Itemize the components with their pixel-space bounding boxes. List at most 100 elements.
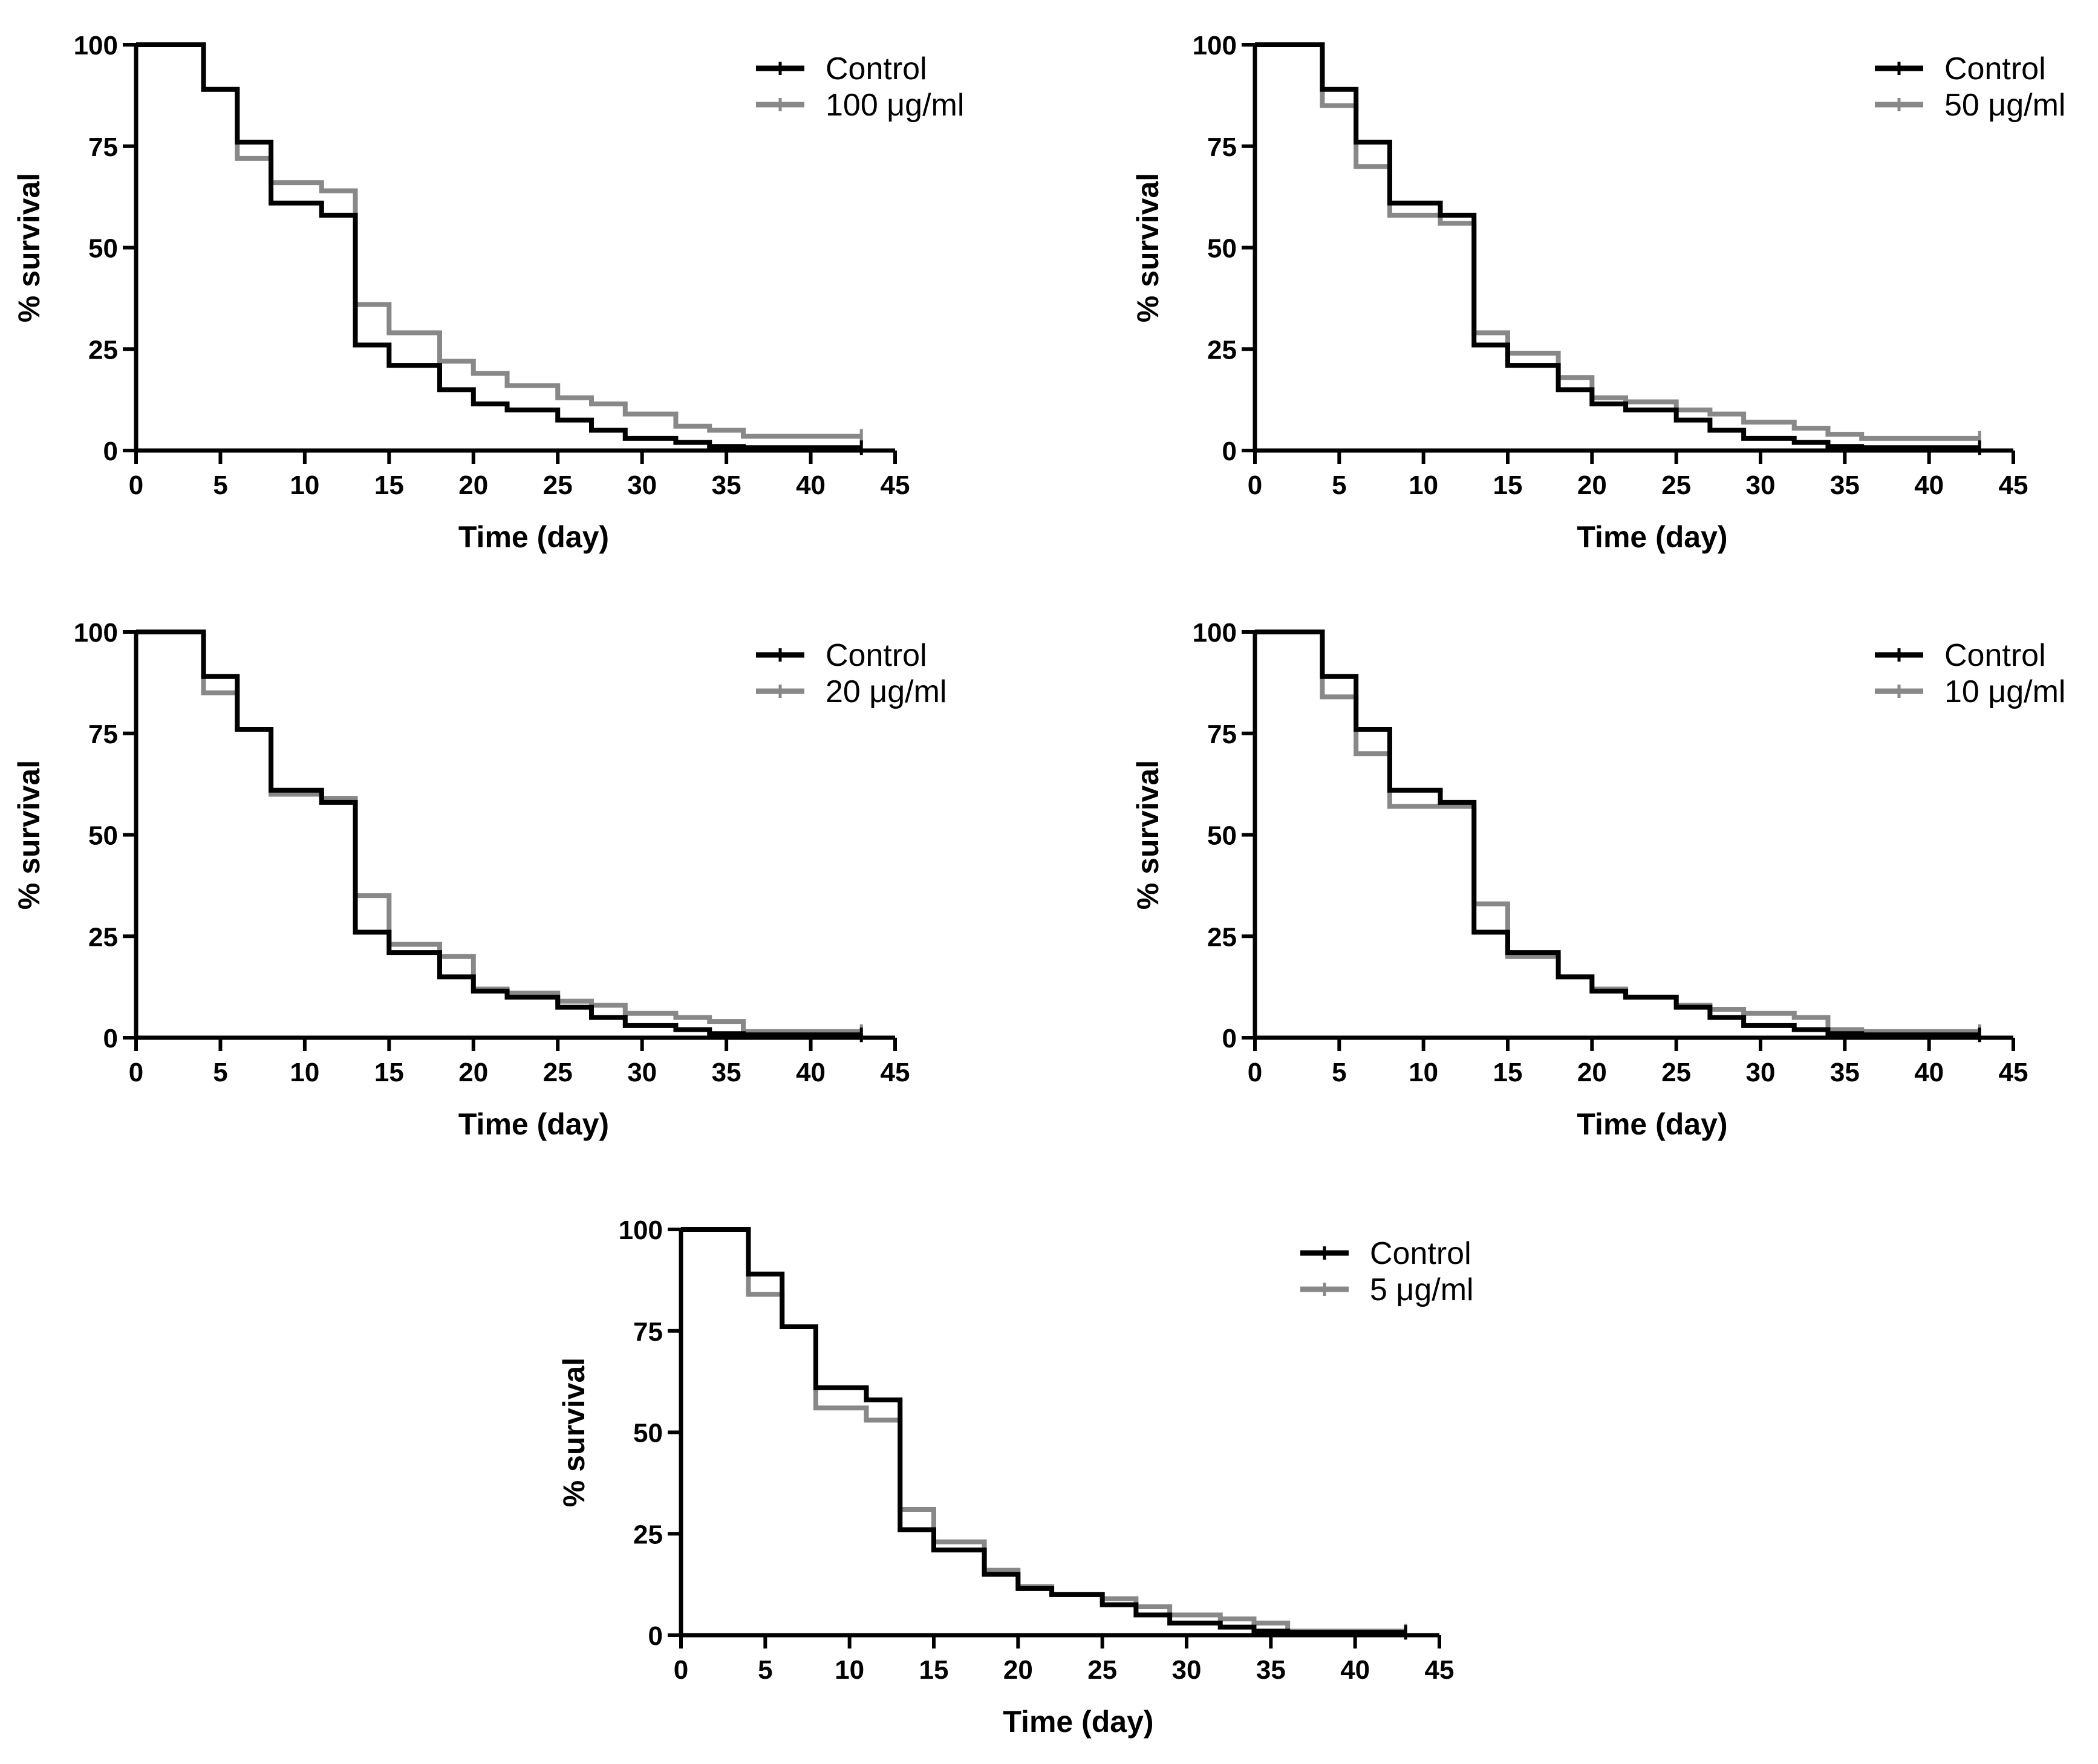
y-tick-label: 50 [88,234,118,264]
x-tick-label: 40 [1914,1058,1944,1087]
y-tick-label: 25 [1207,335,1237,365]
x-tick-label: 20 [458,470,488,500]
x-tick-label: 10 [1409,470,1438,500]
x-tick-label: 15 [919,1655,949,1685]
x-tick-label: 10 [290,470,319,500]
y-tick-label: 0 [1222,1024,1237,1053]
series-line-control [136,42,862,451]
chart-panel-2: 0 5 10 15 20 25 30 35 40 45 0 25 50 75 100 Time (day) % … [1131,31,2065,554]
x-tick-label: 20 [1577,1058,1607,1087]
y-tick-label: 100 [1193,31,1237,60]
x-tick-label: 25 [1661,470,1691,500]
x-tick-label: 5 [213,470,227,500]
x-tick-label: 10 [290,1058,319,1087]
series-line-treatment [681,1227,1406,1634]
series-line-treatment [136,42,862,439]
x-tick-label: 45 [881,1058,910,1087]
x-tick-label: 20 [458,1058,488,1087]
y-tick-label: 75 [1207,132,1237,162]
x-tick-label: 30 [627,470,657,500]
series-line-control [681,1227,1406,1635]
x-tick-label: 40 [1914,470,1944,500]
y-tick-label: 100 [619,1216,663,1245]
y-tick-label: 75 [88,720,118,749]
x-tick-label: 30 [1746,470,1776,500]
x-tick-label: 5 [1332,1058,1346,1087]
y-axis-label: % survival [1131,173,1165,322]
series-line-control [136,630,862,1038]
legend-label: Control [1944,638,2046,673]
y-tick-label: 50 [1207,234,1237,264]
x-tick-label: 25 [1087,1655,1117,1685]
x-tick-label: 30 [627,1058,657,1087]
y-tick-label: 50 [88,821,118,851]
x-tick-label: 0 [129,1058,143,1087]
y-tick-label: 75 [633,1317,663,1347]
y-tick-label: 25 [1207,922,1237,952]
y-tick-label: 50 [633,1419,663,1448]
series-line-treatment [1255,630,1980,1034]
x-tick-label: 0 [1248,470,1262,500]
legend-label: Control [826,638,927,673]
x-axis-label: Time (day) [1577,520,1727,554]
legend-label: 10 μg/ml [1944,674,2065,709]
x-tick-label: 0 [1248,1058,1262,1087]
legend-label: Control [826,51,927,86]
y-axis-label: % survival [1131,760,1165,910]
x-tick-label: 20 [1577,470,1607,500]
x-tick-label: 45 [1999,1058,2028,1087]
legend-label: Control [1370,1236,1471,1271]
y-tick-label: 100 [74,31,118,60]
x-tick-label: 45 [881,470,910,500]
y-axis-label: % survival [12,760,46,910]
y-tick-label: 0 [1222,437,1237,466]
x-tick-label: 15 [374,1058,404,1087]
x-tick-label: 10 [1409,1058,1438,1087]
x-tick-label: 35 [1256,1655,1286,1685]
y-axis-label: % survival [12,173,46,322]
y-tick-label: 0 [103,1024,118,1053]
x-tick-label: 15 [1493,1058,1523,1087]
series-line-treatment [1255,42,1980,441]
chart-panel-1: 0 5 10 15 20 25 30 35 40 45 0 25 50 75 100 Time (day) % … [12,31,964,554]
x-tick-label: 5 [1332,470,1346,500]
x-tick-label: 10 [835,1655,864,1685]
x-tick-label: 25 [543,470,573,500]
x-tick-label: 25 [1661,1058,1691,1087]
series-line-treatment [136,630,862,1034]
legend-label: 100 μg/ml [826,88,964,123]
x-tick-label: 40 [1340,1655,1370,1685]
x-tick-label: 0 [674,1655,688,1685]
x-tick-label: 35 [1830,470,1860,500]
x-tick-label: 30 [1172,1655,1202,1685]
x-axis-label: Time (day) [1577,1107,1727,1141]
x-axis-label: Time (day) [1003,1705,1153,1739]
y-tick-label: 0 [648,1621,663,1651]
x-tick-label: 35 [712,1058,741,1087]
x-tick-label: 20 [1003,1655,1033,1685]
series-line-control [1255,42,1980,451]
y-axis-label: % survival [557,1358,591,1507]
x-tick-label: 35 [712,470,741,500]
x-tick-label: 35 [1830,1058,1860,1087]
y-tick-label: 100 [74,618,118,648]
x-tick-label: 40 [796,1058,826,1087]
y-tick-label: 25 [88,335,118,365]
x-tick-label: 0 [129,470,143,500]
x-tick-label: 45 [1425,1655,1455,1685]
legend-label: 20 μg/ml [826,674,946,709]
y-tick-label: 0 [103,437,118,466]
x-tick-label: 15 [374,470,404,500]
chart-panel-5: 0 5 10 15 20 25 30 35 40 45 0 25 50 75 100 Time (day) % … [557,1216,1474,1739]
x-tick-label: 40 [796,470,826,500]
x-tick-label: 15 [1493,470,1523,500]
x-tick-label: 45 [1999,470,2028,500]
y-tick-label: 75 [88,132,118,162]
chart-panel-4: 0 5 10 15 20 25 30 35 40 45 0 25 50 75 100 Time (day) % … [1131,618,2065,1141]
x-axis-label: Time (day) [458,520,609,554]
y-tick-label: 50 [1207,821,1237,851]
y-tick-label: 75 [1207,720,1237,749]
series-line-control [1255,630,1980,1038]
x-axis-label: Time (day) [458,1107,609,1141]
